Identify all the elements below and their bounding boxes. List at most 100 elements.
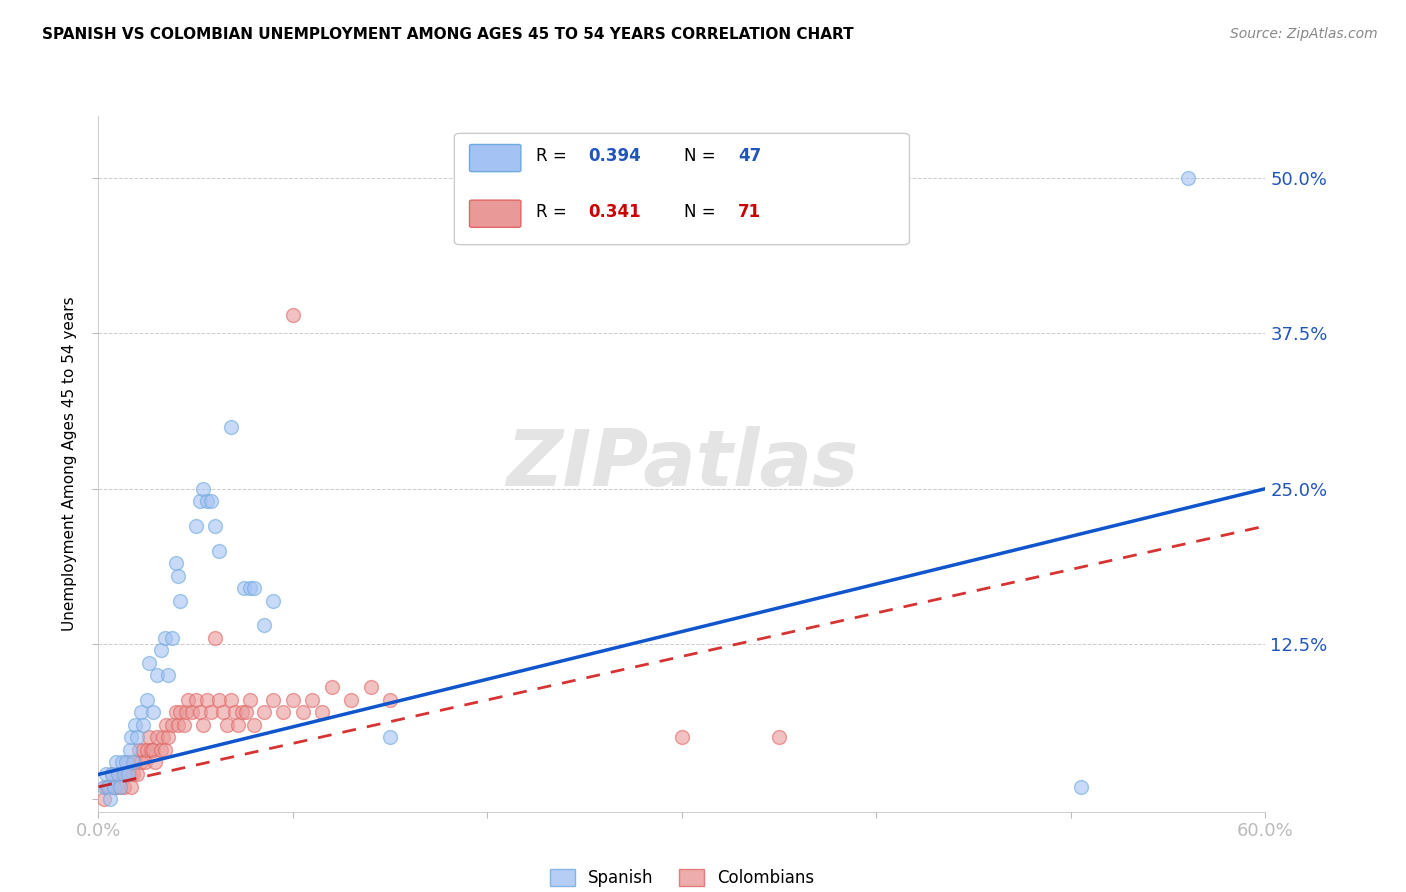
- Point: [149, 742, 172, 756]
- Point: [97, 780, 120, 794]
- Point: [1070, 780, 1092, 794]
- Point: [101, 767, 124, 781]
- Point: [124, 755, 146, 769]
- Text: 47: 47: [738, 146, 761, 165]
- Y-axis label: Unemployment Among Ages 45 to 54 years: Unemployment Among Ages 45 to 54 years: [62, 296, 77, 632]
- Point: [122, 767, 145, 781]
- Text: 71: 71: [738, 203, 761, 221]
- Point: [184, 519, 207, 533]
- Point: [93, 780, 115, 794]
- Point: [96, 780, 118, 794]
- Point: [235, 706, 257, 720]
- Point: [180, 706, 202, 720]
- Point: [132, 717, 155, 731]
- Point: [157, 730, 180, 744]
- Point: [224, 706, 246, 720]
- FancyBboxPatch shape: [470, 200, 520, 227]
- Point: [114, 767, 136, 781]
- Point: [118, 742, 141, 756]
- Point: [173, 717, 195, 731]
- Text: R =: R =: [536, 203, 572, 221]
- Point: [378, 693, 402, 707]
- Point: [208, 693, 231, 707]
- Point: [96, 767, 118, 781]
- Point: [101, 767, 124, 781]
- Point: [271, 706, 294, 720]
- Point: [340, 693, 363, 707]
- Point: [228, 717, 250, 731]
- Text: N =: N =: [685, 146, 721, 165]
- FancyBboxPatch shape: [454, 134, 910, 244]
- Point: [768, 730, 790, 744]
- Point: [243, 581, 266, 595]
- Text: SPANISH VS COLOMBIAN UNEMPLOYMENT AMONG AGES 45 TO 54 YEARS CORRELATION CHART: SPANISH VS COLOMBIAN UNEMPLOYMENT AMONG …: [42, 27, 853, 42]
- Point: [122, 755, 145, 769]
- Point: [169, 706, 191, 720]
- Point: [167, 568, 190, 582]
- Point: [143, 755, 166, 769]
- Point: [162, 717, 184, 731]
- Point: [243, 717, 266, 731]
- Point: [195, 693, 218, 707]
- Point: [97, 780, 120, 794]
- Point: [112, 780, 135, 794]
- Point: [671, 730, 693, 744]
- Point: [136, 693, 159, 707]
- Point: [127, 730, 149, 744]
- Point: [165, 706, 187, 720]
- Point: [146, 668, 169, 682]
- Point: [195, 494, 218, 508]
- Point: [103, 780, 125, 794]
- Point: [149, 643, 172, 657]
- Point: [153, 742, 176, 756]
- Point: [129, 755, 152, 769]
- Point: [281, 693, 304, 707]
- Point: [112, 767, 135, 781]
- Text: 0.341: 0.341: [589, 203, 641, 221]
- Point: [177, 693, 200, 707]
- Point: [114, 755, 136, 769]
- Point: [118, 767, 141, 781]
- Point: [128, 742, 150, 756]
- Point: [311, 706, 333, 720]
- Point: [321, 681, 343, 695]
- Point: [219, 693, 242, 707]
- Point: [262, 593, 284, 607]
- Point: [107, 767, 129, 781]
- Point: [215, 717, 238, 731]
- Point: [121, 780, 143, 794]
- Point: [165, 556, 187, 570]
- Point: [204, 519, 226, 533]
- Point: [117, 767, 139, 781]
- Point: [174, 706, 197, 720]
- Point: [219, 419, 242, 434]
- Text: N =: N =: [685, 203, 721, 221]
- Point: [155, 717, 177, 731]
- Point: [98, 780, 121, 794]
- Point: [136, 742, 159, 756]
- Point: [208, 543, 231, 558]
- Point: [239, 581, 262, 595]
- Text: ZIPatlas: ZIPatlas: [506, 425, 858, 502]
- Point: [142, 706, 165, 720]
- Point: [124, 717, 146, 731]
- Point: [138, 656, 160, 670]
- Point: [167, 717, 190, 731]
- Point: [188, 706, 211, 720]
- Point: [103, 780, 125, 794]
- Point: [253, 706, 276, 720]
- Point: [107, 767, 129, 781]
- Point: [127, 767, 149, 781]
- Point: [129, 706, 152, 720]
- Point: [117, 755, 139, 769]
- Point: [291, 706, 314, 720]
- Point: [184, 693, 207, 707]
- Point: [239, 693, 262, 707]
- Point: [108, 780, 131, 794]
- Point: [138, 730, 160, 744]
- Point: [360, 681, 382, 695]
- Point: [146, 730, 169, 744]
- Text: Source: ZipAtlas.com: Source: ZipAtlas.com: [1230, 27, 1378, 41]
- Point: [139, 742, 162, 756]
- Point: [262, 693, 284, 707]
